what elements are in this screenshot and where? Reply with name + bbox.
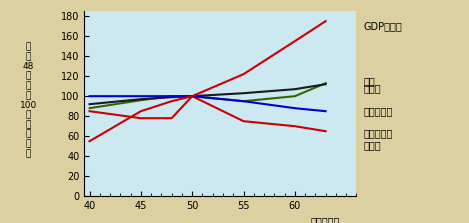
Text: 昭
和
48
年
度
を
100
と
す
る
指
標: 昭 和 48 年 度 を 100 と す る 指 標: [20, 43, 37, 158]
Text: エネルギー
集約度: エネルギー 集約度: [363, 128, 393, 150]
Text: 平成元年度: 平成元年度: [311, 216, 340, 223]
Text: 炭素集約度: 炭素集約度: [363, 106, 393, 116]
Text: GDP／人口: GDP／人口: [363, 21, 402, 31]
Text: 人口: 人口: [363, 76, 375, 86]
Text: 排出量: 排出量: [363, 83, 381, 93]
